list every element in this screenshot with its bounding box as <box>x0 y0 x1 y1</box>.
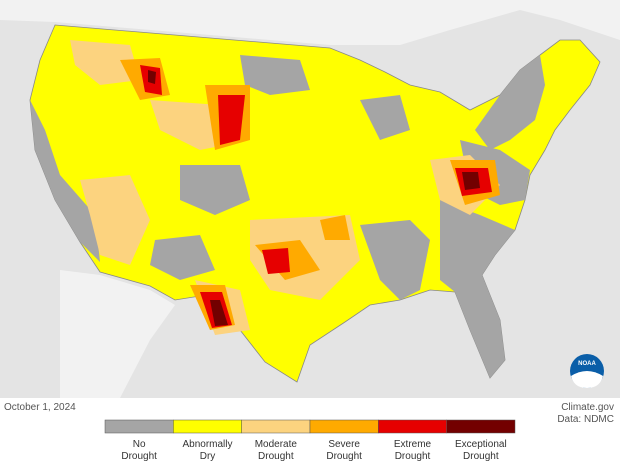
legend-label: Extreme <box>394 439 432 450</box>
drought-map <box>29 24 601 383</box>
drought-region <box>320 215 350 240</box>
drought-region <box>70 40 140 85</box>
mexico <box>60 270 175 398</box>
legend-label: Severe <box>328 439 360 450</box>
drought-region <box>262 248 290 274</box>
drought-region <box>210 300 228 326</box>
legend-swatch <box>173 419 242 434</box>
data-credit: Data: NDMC <box>557 414 614 425</box>
legend-swatch <box>241 419 311 434</box>
legend-label: Exceptional <box>455 439 507 450</box>
drought-region <box>218 95 245 145</box>
drought-region <box>80 175 150 265</box>
legend-label: Drought <box>258 451 294 462</box>
drought-region <box>150 235 215 280</box>
drought-region <box>475 55 545 150</box>
drought-region <box>360 220 430 300</box>
legend-label: Drought <box>326 451 362 462</box>
legend-label: Abnormally <box>182 439 232 450</box>
legend-label: Drought <box>395 451 431 462</box>
drought-region <box>240 55 310 95</box>
source: Climate.gov <box>561 402 614 413</box>
date: October 1, 2024 <box>4 402 76 413</box>
drought-region <box>148 70 156 84</box>
drought-region <box>462 172 480 190</box>
legend-label: Moderate <box>255 439 298 450</box>
legend-label: No <box>133 439 146 450</box>
noaa-logo-wave <box>571 371 603 388</box>
noaa-logo-text: NOAA <box>578 361 596 367</box>
drought-region <box>360 95 410 140</box>
legend-label: Drought <box>121 451 157 462</box>
drought-region <box>30 100 100 262</box>
legend-swatch <box>446 419 516 434</box>
legend-label: Drought <box>463 451 499 462</box>
legend-swatch <box>378 419 447 434</box>
legend-swatch <box>104 419 174 434</box>
canada <box>0 0 620 45</box>
legend-label: Dry <box>200 451 216 462</box>
legend-swatch <box>309 419 379 434</box>
drought-region <box>180 165 250 215</box>
drought-region <box>440 200 515 378</box>
legend: NoDroughtAbnormallyDryModerateDroughtSev… <box>104 419 516 462</box>
